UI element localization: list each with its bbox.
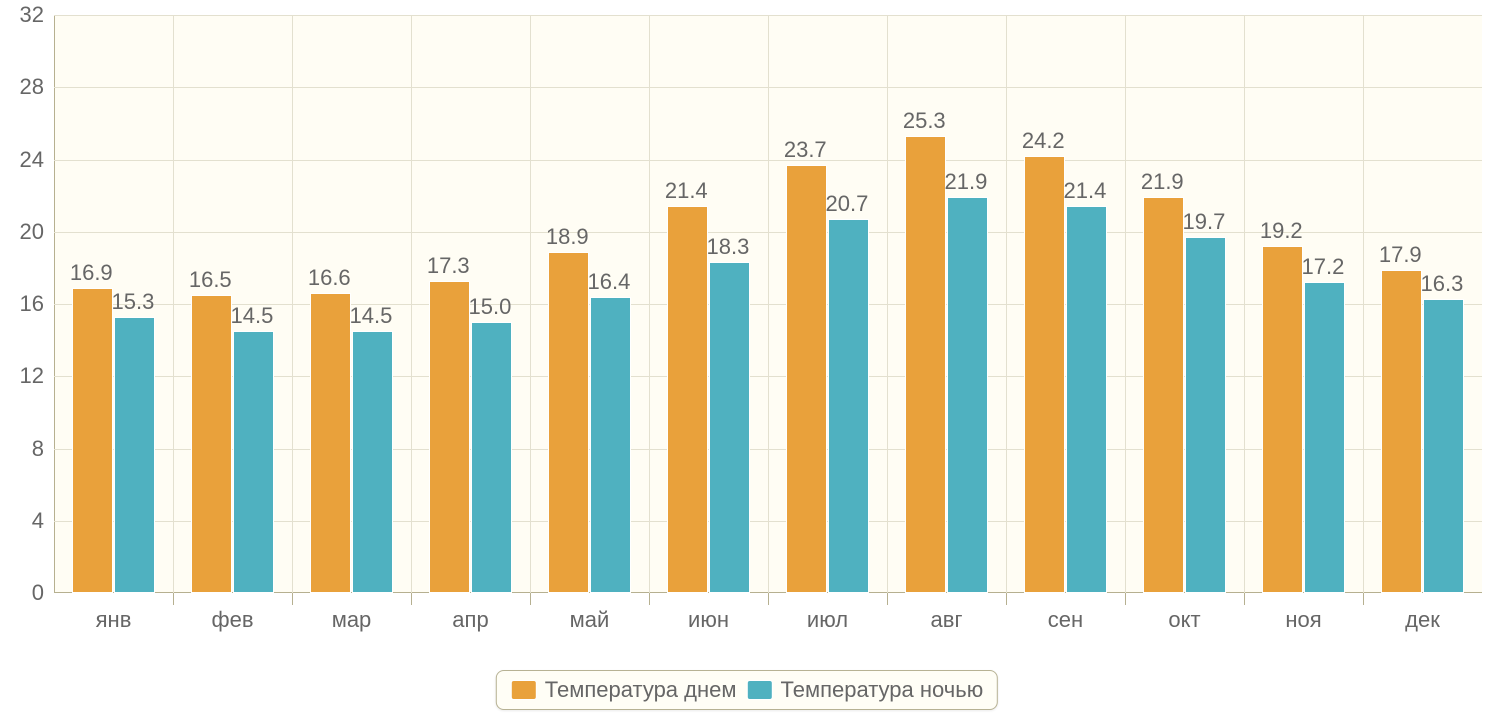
x-tick-label: дек [1405,607,1440,633]
y-tick-label: 24 [0,147,44,173]
grid-line-v [530,15,531,593]
x-tick-label: ноя [1285,607,1321,633]
bar-value-label: 17.9 [1379,242,1422,268]
bar-value-label: 16.6 [308,265,351,291]
bar-day[interactable] [191,295,233,593]
bar-value-label: 14.5 [350,303,393,329]
bar-day[interactable] [1024,156,1066,593]
bar-value-label: 24.2 [1022,128,1065,154]
x-tick-label: фев [211,607,253,633]
x-tick-label: июн [688,607,729,633]
bar-night[interactable] [471,322,513,593]
bar-night[interactable] [590,297,632,593]
grid-line-v [768,15,769,593]
bar-value-label: 25.3 [903,108,946,134]
x-tick-label: мар [332,607,372,633]
legend-swatch-day [511,680,537,700]
legend-swatch-night [747,680,773,700]
bar-value-label: 18.9 [546,224,589,250]
bar-night[interactable] [352,331,394,593]
x-tick-mark [649,593,650,605]
x-tick-label: окт [1168,607,1200,633]
x-tick-mark [1006,593,1007,605]
grid-line-v [1006,15,1007,593]
legend: Температура днем Температура ночью [496,670,998,710]
y-tick-label: 20 [0,219,44,245]
bar-value-label: 15.0 [469,294,512,320]
bar-value-label: 18.3 [707,234,750,260]
bar-night[interactable] [114,317,156,593]
temperature-bar-chart: 16.9 16.5 16.6 17.3 18.9 21.4 23.7 25.3 24.2 21.9… [0,0,1494,718]
bar-day[interactable] [1143,197,1185,593]
x-tick-mark [887,593,888,605]
grid-line-v [887,15,888,593]
bar-day[interactable] [548,252,590,593]
bar-value-label: 21.4 [665,178,708,204]
bar-value-label: 20.7 [826,191,869,217]
x-tick-label: май [570,607,610,633]
bar-day[interactable] [1262,246,1304,593]
bar-value-label: 14.5 [231,303,274,329]
bar-value-label: 16.9 [70,260,113,286]
bar-value-label: 16.4 [588,269,631,295]
y-tick-label: 4 [0,508,44,534]
bar-value-label: 21.9 [1141,169,1184,195]
bar-value-label: 21.4 [1064,178,1107,204]
bar-day[interactable] [310,293,352,593]
y-tick-label: 28 [0,74,44,100]
bar-night[interactable] [709,262,751,593]
bar-value-label: 21.9 [945,169,988,195]
x-tick-label: апр [452,607,488,633]
x-tick-mark [173,593,174,605]
grid-line-v [411,15,412,593]
bar-value-label: 19.7 [1183,209,1226,235]
bar-night[interactable] [1304,282,1346,593]
y-tick-label: 12 [0,363,44,389]
x-tick-label: янв [96,607,132,633]
bar-day[interactable] [72,288,114,593]
y-tick-label: 0 [0,580,44,606]
grid-line-v [1125,15,1126,593]
bar-day[interactable] [1381,270,1423,593]
grid-line-v [649,15,650,593]
bar-value-label: 17.3 [427,253,470,279]
legend-label-day: Температура днем [545,677,737,703]
legend-item-day[interactable]: Температура днем [511,677,737,703]
bar-night[interactable] [828,219,870,593]
bar-value-label: 19.2 [1260,218,1303,244]
y-tick-label: 16 [0,291,44,317]
x-tick-label: сен [1048,607,1083,633]
bar-value-label: 17.2 [1302,254,1345,280]
bar-value-label: 15.3 [112,289,155,315]
bar-value-label: 16.3 [1421,271,1464,297]
bar-night[interactable] [947,197,989,593]
x-tick-mark [768,593,769,605]
x-tick-label: авг [931,607,963,633]
bar-day[interactable] [429,281,471,593]
x-tick-mark [530,593,531,605]
legend-item-night[interactable]: Температура ночью [747,677,984,703]
y-tick-label: 32 [0,2,44,28]
x-tick-mark [292,593,293,605]
x-tick-mark [411,593,412,605]
y-tick-label: 8 [0,436,44,462]
bar-value-label: 16.5 [189,267,232,293]
bar-day[interactable] [786,165,828,593]
grid-line-v [1363,15,1364,593]
x-tick-mark [1244,593,1245,605]
bar-night[interactable] [1066,206,1108,593]
x-tick-label: июл [807,607,848,633]
bar-night[interactable] [233,331,275,593]
x-tick-mark [1363,593,1364,605]
x-tick-mark [1125,593,1126,605]
legend-label-night: Температура ночью [781,677,984,703]
bar-night[interactable] [1185,237,1227,593]
grid-line-v [1244,15,1245,593]
grid-line-v [173,15,174,593]
bar-day[interactable] [905,136,947,593]
grid-line-v [292,15,293,593]
bar-night[interactable] [1423,299,1465,593]
bar-value-label: 23.7 [784,137,827,163]
bar-day[interactable] [667,206,709,593]
